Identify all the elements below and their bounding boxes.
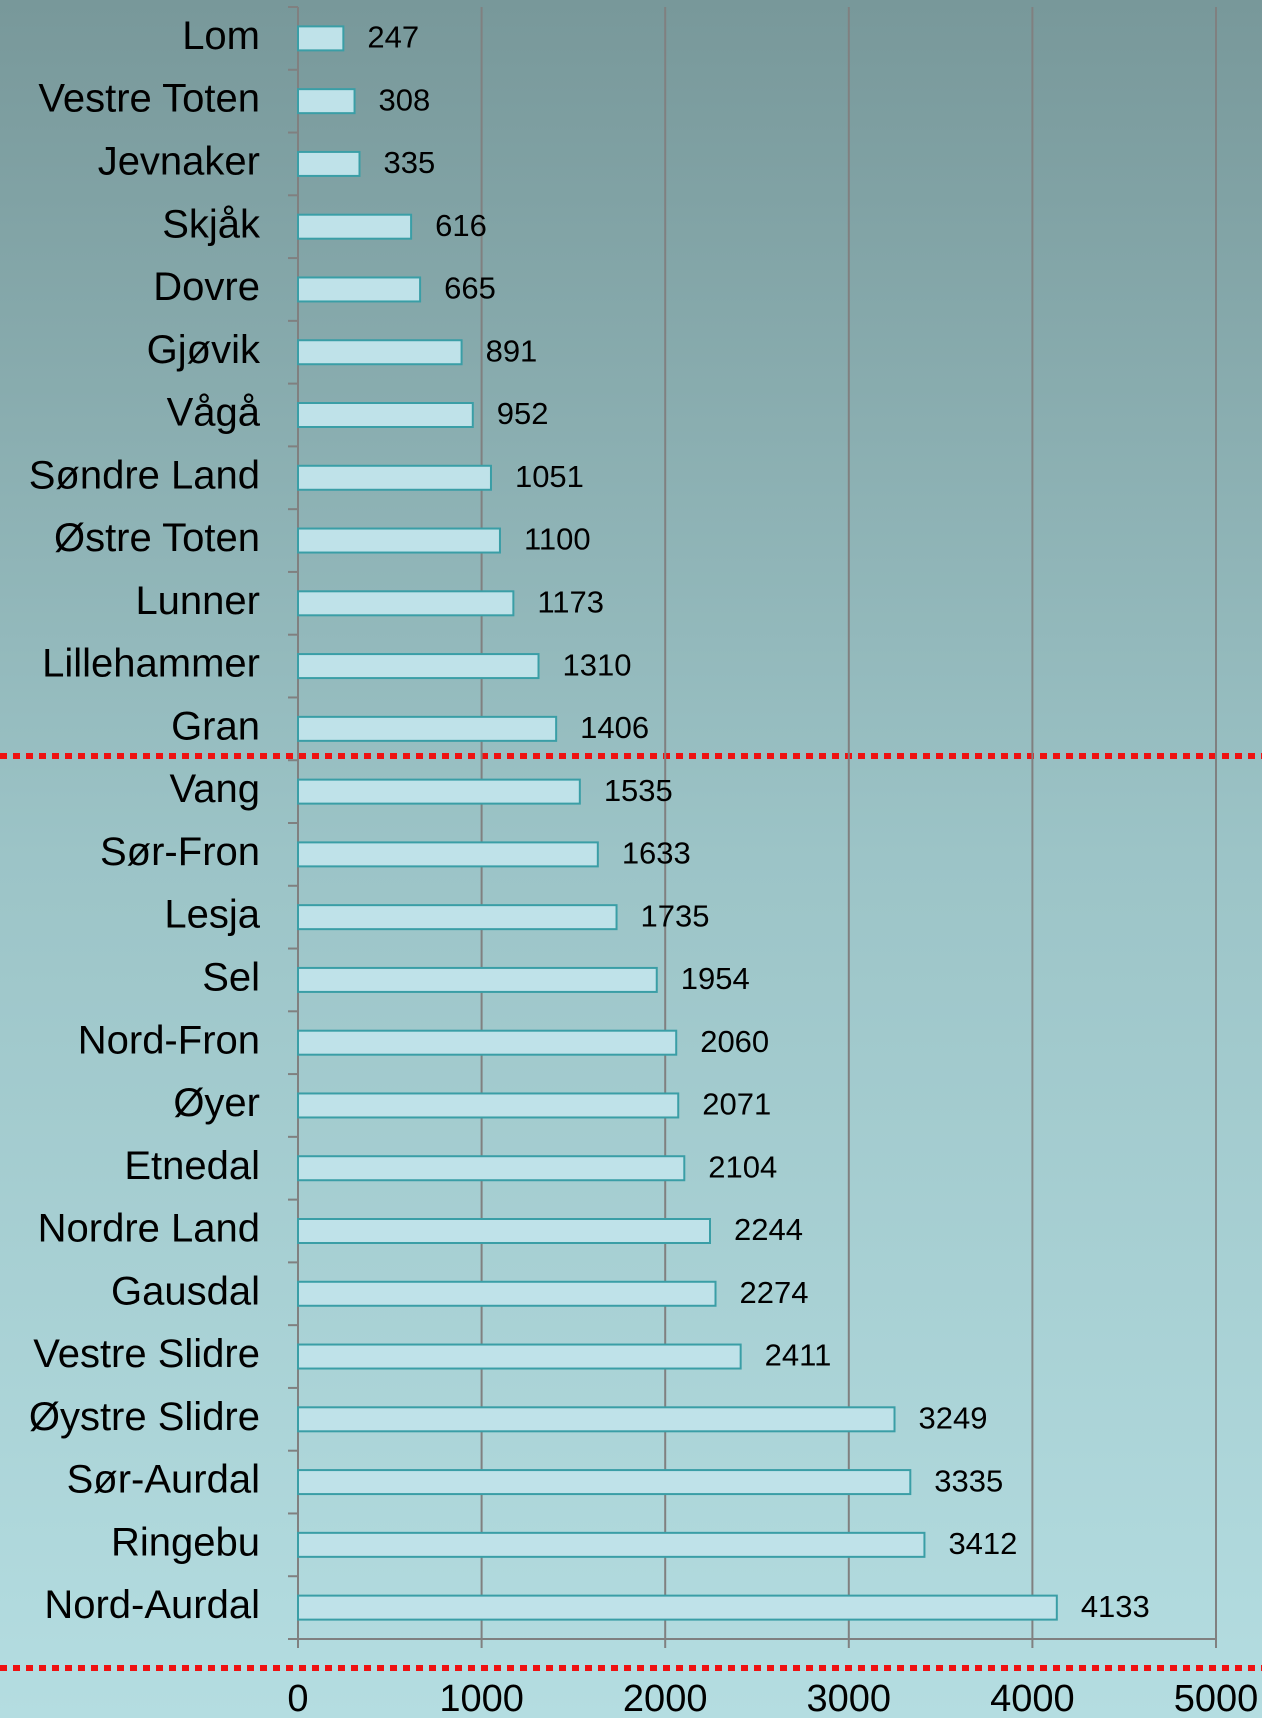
x-tick-label: 0: [287, 1678, 308, 1718]
bar: [297, 1469, 912, 1496]
value-label: 1310: [563, 647, 632, 682]
value-label: 2060: [700, 1024, 769, 1059]
category-label: Sør-Fron: [100, 830, 260, 874]
bar: [297, 1218, 711, 1244]
category-label: Lesja: [164, 893, 260, 937]
value-label: 1535: [604, 773, 673, 808]
category-label: Vang: [170, 767, 260, 811]
value-label: 2274: [740, 1275, 809, 1310]
category-label: Vestre Toten: [38, 77, 260, 121]
category-label: Gjøvik: [147, 328, 261, 372]
x-tick-label: 5000: [1174, 1678, 1259, 1718]
value-label: 1100: [524, 522, 591, 557]
x-tick-label: 1000: [439, 1678, 524, 1718]
category-label: Nord-Fron: [78, 1018, 260, 1062]
value-label: 335: [384, 145, 436, 180]
bar: [297, 1406, 896, 1433]
value-label: 2104: [708, 1149, 777, 1184]
category-label: Lillehammer: [42, 642, 260, 686]
category-label: Søndre Land: [29, 453, 260, 497]
value-label: 2411: [765, 1338, 832, 1373]
value-label: 1173: [537, 584, 604, 619]
bar: [297, 213, 413, 240]
value-label: 3249: [919, 1400, 988, 1435]
category-label: Sør-Aurdal: [67, 1458, 260, 1502]
x-tick-label: 3000: [807, 1678, 892, 1718]
value-label: 891: [486, 333, 538, 368]
value-label: 1633: [622, 836, 691, 871]
category-label: Øystre Slidre: [29, 1395, 260, 1439]
bar: [297, 25, 345, 52]
value-label: 616: [435, 208, 487, 243]
bar: [297, 402, 474, 428]
x-tick-label: 4000: [990, 1678, 1075, 1718]
category-label: Nordre Land: [38, 1207, 260, 1251]
value-label: 4133: [1081, 1589, 1150, 1624]
category-label: Lom: [182, 14, 260, 58]
value-label: 952: [497, 396, 549, 431]
category-label: Gran: [171, 704, 260, 748]
bar: [297, 966, 658, 993]
bar: [297, 1092, 680, 1119]
bar: [297, 841, 599, 868]
category-label: Jevnaker: [98, 139, 260, 183]
bar: [297, 1594, 1058, 1621]
bar: [297, 653, 540, 680]
bar: [297, 715, 558, 742]
category-label: Østre Toten: [54, 516, 260, 560]
bar: [297, 1531, 926, 1558]
category-label: Sel: [202, 955, 260, 999]
category-label: Skjåk: [162, 202, 261, 246]
value-label: 1735: [641, 898, 710, 933]
category-label: Øyer: [173, 1081, 260, 1125]
x-tick-label: 2000: [623, 1678, 708, 1718]
category-label: Nord-Aurdal: [44, 1583, 260, 1627]
value-label: 3335: [934, 1463, 1003, 1498]
value-label: 247: [367, 20, 419, 55]
bar: [297, 904, 618, 931]
value-label: 308: [379, 82, 431, 117]
bar: [297, 88, 356, 115]
category-label: Gausdal: [111, 1269, 260, 1313]
category-label: Lunner: [135, 579, 260, 623]
value-label: 1406: [580, 710, 649, 745]
value-label: 3412: [948, 1526, 1017, 1561]
category-label: Vågå: [167, 391, 261, 435]
bar: [297, 778, 581, 805]
bar: [297, 527, 501, 554]
bar: [297, 590, 515, 617]
value-label: 2071: [702, 1087, 771, 1122]
value-label: 2244: [734, 1212, 803, 1247]
category-label: Ringebu: [111, 1520, 260, 1564]
category-label: Etnedal: [124, 1144, 260, 1188]
bar: [297, 464, 492, 491]
bar: [297, 150, 361, 177]
category-label: Vestre Slidre: [33, 1332, 260, 1376]
bar: [297, 1280, 717, 1307]
bar: [297, 1029, 678, 1056]
bar: [297, 339, 463, 366]
bar: [297, 1343, 742, 1370]
value-label: 1954: [681, 961, 750, 996]
value-label: 1051: [515, 459, 584, 494]
bar: [297, 276, 422, 303]
category-label: Dovre: [153, 265, 260, 309]
bar: [297, 1155, 686, 1182]
value-label: 665: [444, 271, 496, 306]
